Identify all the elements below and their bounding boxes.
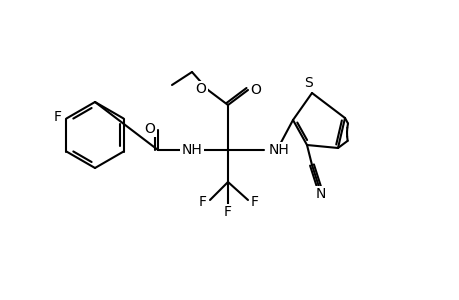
Text: F: F	[224, 205, 231, 219]
Text: F: F	[251, 195, 258, 209]
Text: NH: NH	[181, 143, 202, 157]
Text: O: O	[195, 82, 206, 96]
Text: NH: NH	[269, 143, 289, 157]
Text: O: O	[144, 122, 155, 136]
Text: O: O	[250, 83, 261, 97]
Text: N: N	[315, 187, 325, 201]
Text: F: F	[53, 110, 62, 124]
Text: S: S	[304, 76, 313, 90]
Text: F: F	[199, 195, 207, 209]
